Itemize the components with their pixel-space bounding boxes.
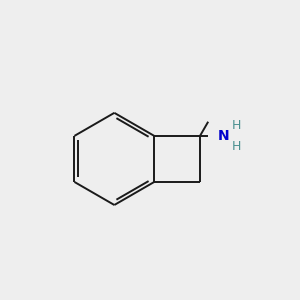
Text: H: H [232, 119, 241, 132]
Text: H: H [232, 140, 241, 153]
Text: N: N [218, 129, 230, 143]
